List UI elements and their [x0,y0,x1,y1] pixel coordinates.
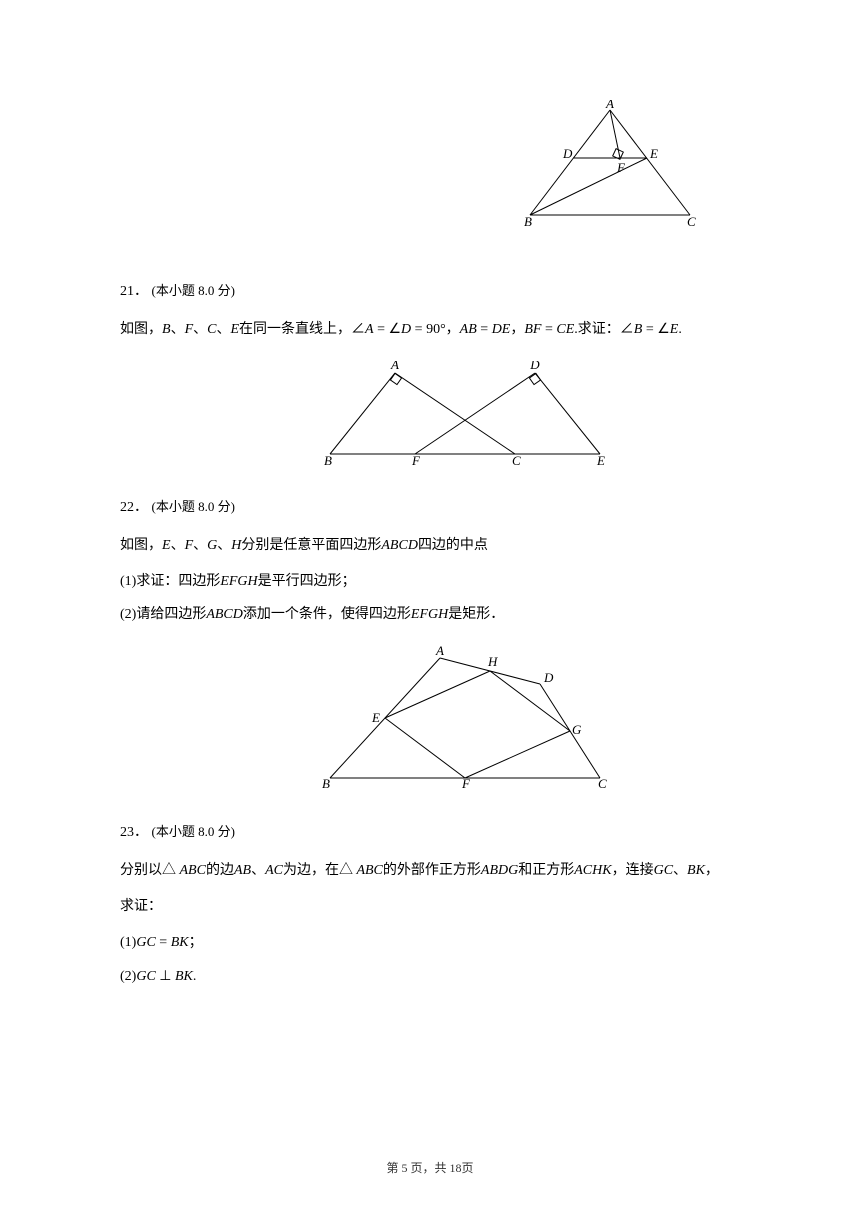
svg-text:F: F [616,160,626,175]
problem-21: 21． (本小题 8.0 分) 如图，B、F、C、E在同一条直线上，∠A = ∠… [120,280,740,466]
quadrilateral-figure-icon: A B C D E F G H [320,646,610,791]
problem-23-sub2: (2)GC ⊥ BK. [120,962,740,993]
page-footer: 第 5 页，共 18页 [0,1159,860,1176]
triangle-figure-icon: A B C D E F [520,100,700,230]
footer-prefix: 第 [386,1161,401,1175]
figure-problem22: A B C D E F G H [190,646,740,791]
svg-text:D: D [529,361,540,372]
problem-points: (本小题 8.0 分) [152,499,235,514]
svg-text:B: B [524,214,532,229]
svg-text:E: E [649,146,658,161]
footer-total: 18 [450,1161,462,1175]
problem-22-sub1: (1)求证：四边形EFGH是平行四边形； [120,567,740,598]
svg-text:E: E [371,710,380,725]
svg-text:A: A [435,646,444,658]
problem-23-text: 分别以△ ABC的边AB、AC为边，在△ ABC的外部作正方形ABDG和正方形A… [120,856,740,887]
figure-problem21: A D B F C E [190,361,740,466]
problem-number: 23． [120,825,148,840]
svg-text:E: E [596,453,605,466]
problem-23-header: 23． (本小题 8.0 分) [120,821,740,841]
problem-23: 23． (本小题 8.0 分) 分别以△ ABC的边AB、AC为边，在△ ABC… [120,821,740,992]
svg-text:C: C [598,776,607,791]
svg-text:D: D [543,670,554,685]
problem-23-text2: 求证： [120,892,740,923]
problem-23-sub1: (1)GC = BK； [120,928,740,959]
svg-text:G: G [572,722,582,737]
svg-text:F: F [411,453,421,466]
svg-text:B: B [324,453,332,466]
svg-text:F: F [461,776,471,791]
svg-text:D: D [562,146,573,161]
problem-21-header: 21． (本小题 8.0 分) [120,280,740,300]
footer-suffix: 页 [462,1161,474,1175]
problem-21-text: 如图，B、F、C、E在同一条直线上，∠A = ∠D = 90°，AB = DE，… [120,315,740,346]
svg-text:C: C [512,453,521,466]
svg-text:A: A [390,361,399,372]
problem-number: 22． [120,500,148,515]
svg-text:H: H [487,654,498,669]
svg-text:C: C [687,214,696,229]
problem-22-sub2: (2)请给四边形ABCD添加一个条件，使得四边形EFGH是矩形． [120,600,740,631]
problem-points: (本小题 8.0 分) [152,824,235,839]
problem-22-text: 如图，E、F、G、H分别是任意平面四边形ABCD四边的中点 [120,531,740,562]
problem-points: (本小题 8.0 分) [152,283,235,298]
svg-text:B: B [322,776,330,791]
problem-number: 21． [120,284,148,299]
footer-mid: 页，共 [407,1161,449,1175]
problem-22: 22． (本小题 8.0 分) 如图，E、F、G、H分别是任意平面四边形ABCD… [120,496,740,791]
svg-text:A: A [605,100,614,111]
figure-problem20: A B C D E F [120,100,740,230]
problem-22-header: 22． (本小题 8.0 分) [120,496,740,516]
triangle-pair-figure-icon: A D B F C E [320,361,610,466]
